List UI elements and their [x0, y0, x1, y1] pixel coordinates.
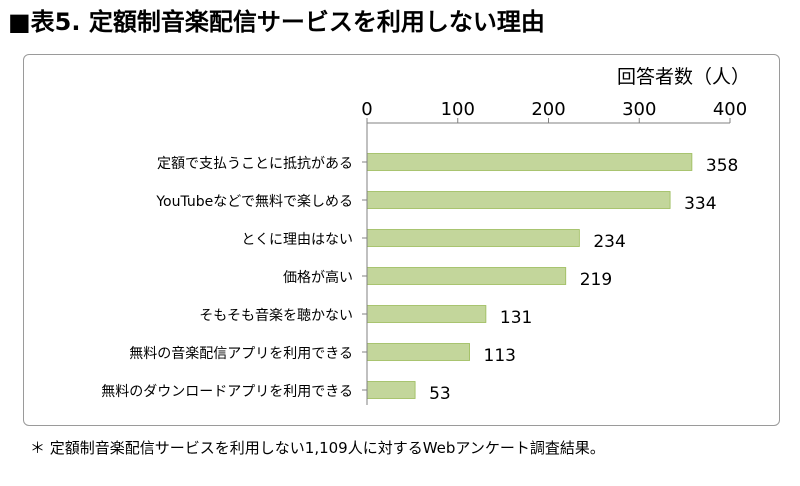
category-label: とくに理由はない	[241, 232, 353, 248]
bar	[366, 305, 487, 323]
bar	[366, 381, 416, 399]
data-label: 219	[580, 270, 612, 290]
x-tick-label: 200	[531, 99, 565, 120]
data-label: 358	[706, 156, 738, 176]
chart-title: ■表5. 定額制音楽配信サービスを利用しない理由	[8, 8, 545, 36]
x-tick-label: 300	[622, 99, 656, 120]
bar	[366, 229, 580, 247]
x-axis-title: 回答者数（人）	[617, 66, 750, 88]
bar	[366, 343, 470, 361]
x-tick-label: 400	[713, 99, 747, 120]
x-tick-label: 100	[441, 99, 475, 120]
data-label: 113	[484, 346, 516, 366]
x-tick-label: 0	[361, 99, 372, 120]
bar	[366, 153, 693, 171]
category-label: 無料のダウンロードアプリを利用できる	[101, 384, 353, 400]
data-label: 131	[500, 308, 532, 328]
bar-chart: 回答者数（人） 0 100 200 300 400 358 定額で支払うことに抵抗がある 334…	[101, 66, 750, 405]
bar	[366, 267, 567, 285]
data-label: 53	[429, 384, 451, 404]
bar	[366, 191, 671, 209]
category-label: 価格が高い	[283, 269, 353, 286]
data-label: 334	[684, 194, 716, 214]
category-label: 無料の音楽配信アプリを利用できる	[129, 345, 353, 362]
chart-frame: 回答者数（人） 0 100 200 300 400 358 定額で支払うことに抵抗がある 334…	[23, 54, 780, 426]
category-label: そもそも音楽を聴かない	[199, 307, 353, 324]
category-label: YouTubeなどで無料で楽しめる	[155, 194, 353, 210]
data-label: 234	[593, 232, 625, 252]
category-label: 定額で支払うことに抵抗がある	[157, 156, 353, 172]
footnote: ＊ 定額制音楽配信サービスを利用しない1,109人に対するWebアンケート調査結…	[30, 439, 605, 457]
